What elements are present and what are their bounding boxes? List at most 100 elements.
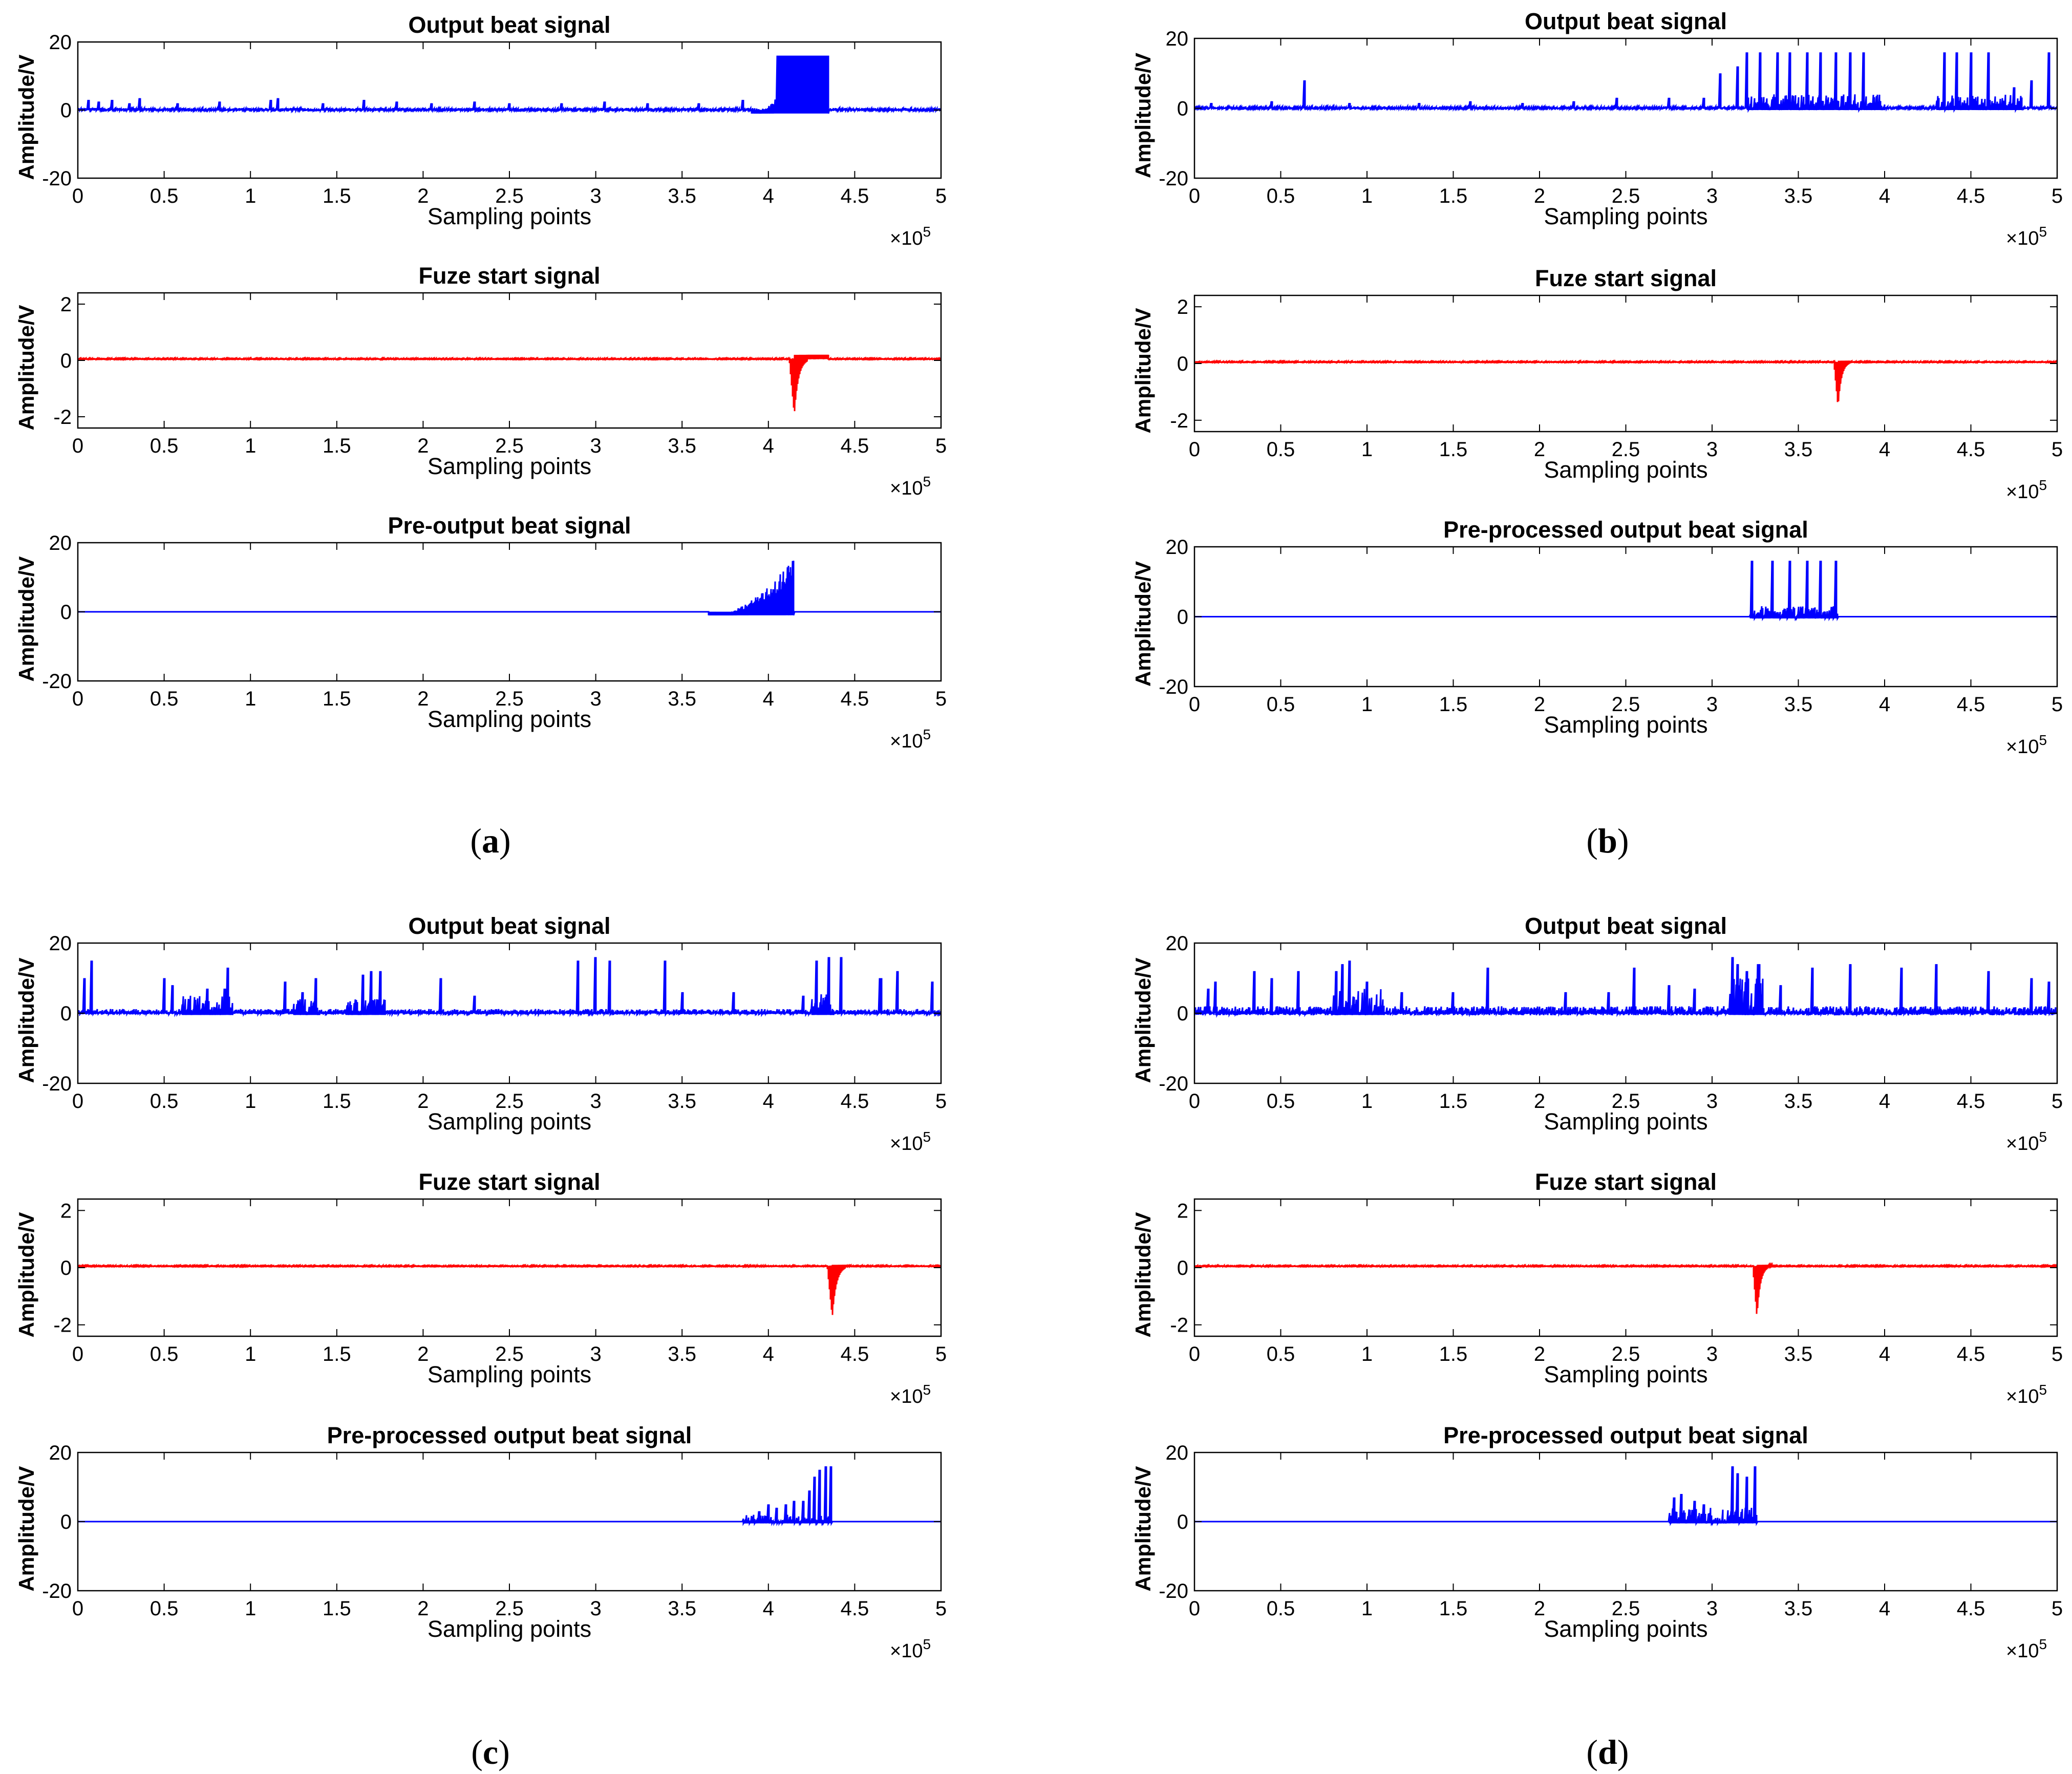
exponent-base: ×10 — [890, 228, 923, 249]
x-tick-label: 0.5 — [1267, 438, 1295, 461]
x-tick-label: 4 — [763, 1343, 774, 1365]
x-tick-label: 5 — [935, 185, 947, 207]
x-tick-label: 3.5 — [1784, 438, 1813, 461]
y-tick-label: 0 — [1177, 353, 1188, 375]
x-tick-label: 0.5 — [1267, 693, 1295, 716]
y-tick-label: 2 — [60, 1200, 72, 1222]
chart-title: Fuze start signal — [418, 1169, 600, 1195]
signal-trace — [78, 354, 941, 412]
x-tick-label: 3.5 — [668, 688, 696, 710]
y-tick-label: -20 — [1159, 167, 1188, 190]
signal-trace — [1194, 52, 2057, 113]
data-layer — [78, 957, 941, 1018]
x-tick-label: 1 — [245, 688, 256, 710]
x-tick-label: 3 — [1706, 1597, 1718, 1620]
x-tick-label: 0.5 — [150, 435, 179, 457]
exponent-base: ×10 — [2006, 1133, 2039, 1155]
y-axis-label: Amplitude/V — [14, 1466, 38, 1591]
data-layer — [1194, 561, 2057, 622]
x-tick-label: 1.5 — [1439, 1090, 1468, 1113]
x-tick-label: 0.5 — [1267, 1343, 1295, 1365]
x-tick-label: 1 — [245, 1597, 256, 1620]
x-tick-label: 2 — [417, 1090, 429, 1113]
x-exponent-label: ×105 — [2006, 224, 2047, 249]
x-tick-label: 2.5 — [495, 1090, 524, 1113]
x-tick-label: 1.5 — [323, 1343, 351, 1365]
y-tick-label: 0 — [1177, 1257, 1188, 1279]
chart-title: Pre-processed output beat signal — [1443, 1422, 1808, 1448]
panel-label-letter: d — [1598, 1733, 1617, 1771]
x-tick-label: 3 — [1706, 438, 1718, 461]
y-tick-label: -20 — [1159, 1073, 1188, 1095]
x-tick-label: 2.5 — [495, 1597, 524, 1620]
y-tick-label: -2 — [53, 1314, 72, 1337]
exponent-power: 5 — [923, 1129, 931, 1145]
y-axis-label: Amplitude/V — [14, 957, 38, 1083]
x-tick-label: 2 — [1534, 185, 1545, 207]
y-tick-label: 2 — [1177, 1200, 1188, 1222]
chart-title: Output beat signal — [1525, 913, 1727, 939]
x-tick-label: 2.5 — [1612, 438, 1640, 461]
x-tick-label: 2 — [1534, 1343, 1545, 1365]
x-exponent-label: ×105 — [2006, 477, 2047, 503]
y-tick-label: -20 — [1159, 676, 1188, 698]
x-tick-label: 5 — [935, 688, 947, 710]
x-tick-label: 4.5 — [841, 1597, 869, 1620]
y-tick-label: 20 — [1166, 1442, 1189, 1464]
signal-trace — [1194, 561, 2057, 622]
y-axis-label: Amplitude/V — [1131, 1212, 1155, 1337]
x-tick-label: 2.5 — [1612, 1597, 1640, 1620]
x-tick-label: 0 — [1189, 1343, 1200, 1365]
x-tick-label: 1 — [245, 435, 256, 457]
y-tick-label: 0 — [1177, 606, 1188, 629]
x-tick-label: 2.5 — [1612, 1090, 1640, 1113]
panel-label-letter: a — [482, 821, 499, 860]
x-tick-label: 1.5 — [1439, 693, 1468, 716]
x-tick-label: 3 — [590, 1597, 601, 1620]
x-tick-label: 3.5 — [668, 185, 696, 207]
exponent-base: ×10 — [2006, 1640, 2039, 1662]
x-tick-label: 3 — [590, 435, 601, 457]
data-layer — [78, 55, 941, 114]
x-tick-label: 4.5 — [1957, 438, 1985, 461]
x-tick-label: 3.5 — [1784, 1090, 1813, 1113]
x-axis-label: Sampling points — [428, 706, 591, 732]
chart-b-3: 0 0.5 1 1.5 2 2.5 3 3.5 4 4.5 5-20020Pre-processed… — [1131, 517, 2063, 758]
panel-label-open: ( — [1586, 821, 1598, 860]
x-tick-label: 0.5 — [150, 185, 179, 207]
x-tick-label: 4 — [763, 688, 774, 710]
chart-title: Output beat signal — [1525, 8, 1727, 34]
x-tick-label: 3 — [590, 1090, 601, 1113]
x-tick-label: 1.5 — [323, 1090, 351, 1113]
x-tick-label: 4.5 — [841, 185, 869, 207]
x-axis-label: Sampling points — [428, 1361, 591, 1387]
panel-label-c: (c) — [471, 1733, 510, 1771]
x-tick-label: 3.5 — [668, 435, 696, 457]
x-tick-label: 4.5 — [1957, 1090, 1985, 1113]
x-exponent-label: ×105 — [890, 224, 931, 249]
y-tick-label: -2 — [1170, 1314, 1188, 1337]
x-tick-label: 0 — [72, 435, 83, 457]
x-tick-label: 2.5 — [495, 688, 524, 710]
exponent-power: 5 — [2039, 732, 2047, 748]
x-tick-label: 4 — [1879, 1597, 1890, 1620]
x-exponent-label: ×105 — [2006, 732, 2047, 758]
x-tick-label: 4.5 — [1957, 1343, 1985, 1365]
x-exponent-label: ×105 — [890, 726, 931, 752]
x-tick-label: 1 — [1361, 1343, 1373, 1365]
x-tick-label: 5 — [2052, 1343, 2063, 1365]
y-tick-label: -20 — [42, 670, 72, 693]
x-tick-label: 0 — [1189, 185, 1200, 207]
x-axis-label: Sampling points — [1544, 203, 1707, 229]
exponent-power: 5 — [2039, 1636, 2047, 1652]
x-tick-label: 3.5 — [668, 1090, 696, 1113]
chart-title: Output beat signal — [408, 12, 610, 38]
y-axis-label: Amplitude/V — [14, 1212, 38, 1337]
y-tick-label: 0 — [1177, 98, 1188, 120]
x-tick-label: 4 — [1879, 1343, 1890, 1365]
y-tick-label: 20 — [1166, 28, 1189, 50]
exponent-base: ×10 — [2006, 736, 2039, 758]
